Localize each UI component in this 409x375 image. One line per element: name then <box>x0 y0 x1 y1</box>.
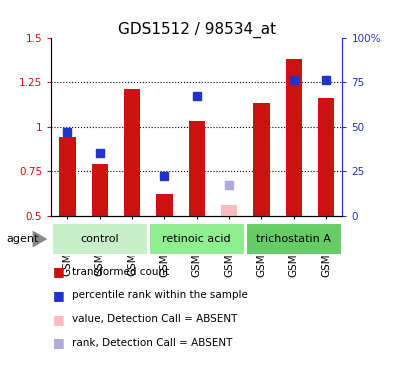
Text: control: control <box>80 234 119 244</box>
Text: rank, Detection Call = ABSENT: rank, Detection Call = ABSENT <box>72 338 231 348</box>
Bar <box>52 223 148 255</box>
Polygon shape <box>32 231 47 248</box>
Bar <box>59 137 75 216</box>
Bar <box>253 104 269 216</box>
Text: ■: ■ <box>53 336 65 349</box>
Text: transformed count: transformed count <box>72 267 169 277</box>
Text: agent: agent <box>6 234 38 244</box>
Bar <box>317 98 333 216</box>
Bar <box>124 89 140 216</box>
Text: trichostatin A: trichostatin A <box>256 234 330 244</box>
Text: value, Detection Call = ABSENT: value, Detection Call = ABSENT <box>72 314 236 324</box>
Text: ■: ■ <box>53 313 65 326</box>
Text: ■: ■ <box>53 266 65 278</box>
Bar <box>92 164 108 216</box>
Bar <box>245 223 341 255</box>
Text: percentile rank within the sample: percentile rank within the sample <box>72 291 247 300</box>
Text: ■: ■ <box>53 289 65 302</box>
Bar <box>156 194 172 216</box>
Bar <box>188 121 204 216</box>
Title: GDS1512 / 98534_at: GDS1512 / 98534_at <box>117 21 275 38</box>
Bar <box>148 223 245 255</box>
Bar <box>220 205 237 216</box>
Bar <box>285 59 301 216</box>
Text: retinoic acid: retinoic acid <box>162 234 231 244</box>
